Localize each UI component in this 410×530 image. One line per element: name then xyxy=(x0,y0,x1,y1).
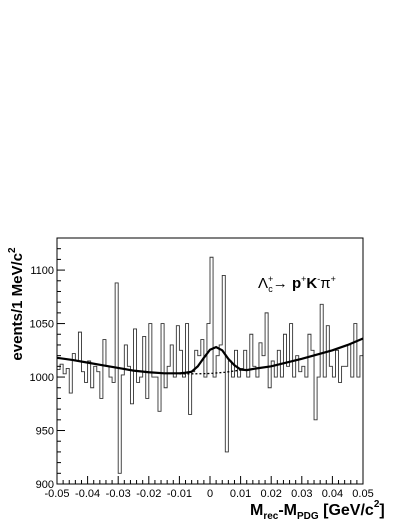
axis-ticks xyxy=(56,248,364,485)
fit-curves xyxy=(56,337,364,375)
x-tick-label: 0.04 xyxy=(322,488,343,500)
x-tick-label: 0.01 xyxy=(230,488,251,500)
y-axis-title: events/1 MeV/c2 xyxy=(7,247,26,361)
decay-annotation: Λ+ c→ p+K-π+ xyxy=(258,274,336,294)
x-tick-label: -0.05 xyxy=(44,488,69,500)
x-tick-label: 0 xyxy=(207,488,213,500)
fit-total-curve xyxy=(56,337,364,375)
x-tick-label: -0.01 xyxy=(167,488,192,500)
y-tick-label: 900 xyxy=(36,479,54,491)
x-tick-label: 0.02 xyxy=(260,488,281,500)
y-tick-labels: 900 950 1000 1050 1100 xyxy=(30,265,54,491)
x-tick-labels: -0.05 -0.04 -0.03 -0.02 -0.01 0 0.01 0.02 0.03 0.… xyxy=(44,488,373,500)
x-tick-label: 0.05 xyxy=(352,488,373,500)
y-tick-label: 1050 xyxy=(30,319,54,331)
y-tick-label: 950 xyxy=(36,426,54,438)
x-tick-label: 0.03 xyxy=(291,488,312,500)
x-tick-label: -0.04 xyxy=(75,488,100,500)
y-tick-label: 1100 xyxy=(30,265,54,277)
x-tick-label: -0.03 xyxy=(106,488,131,500)
x-tick-label: -0.02 xyxy=(136,488,161,500)
y-tick-label: 1000 xyxy=(30,372,54,384)
x-axis-title: Mrec-MPDG [GeV/c2] xyxy=(250,499,385,522)
